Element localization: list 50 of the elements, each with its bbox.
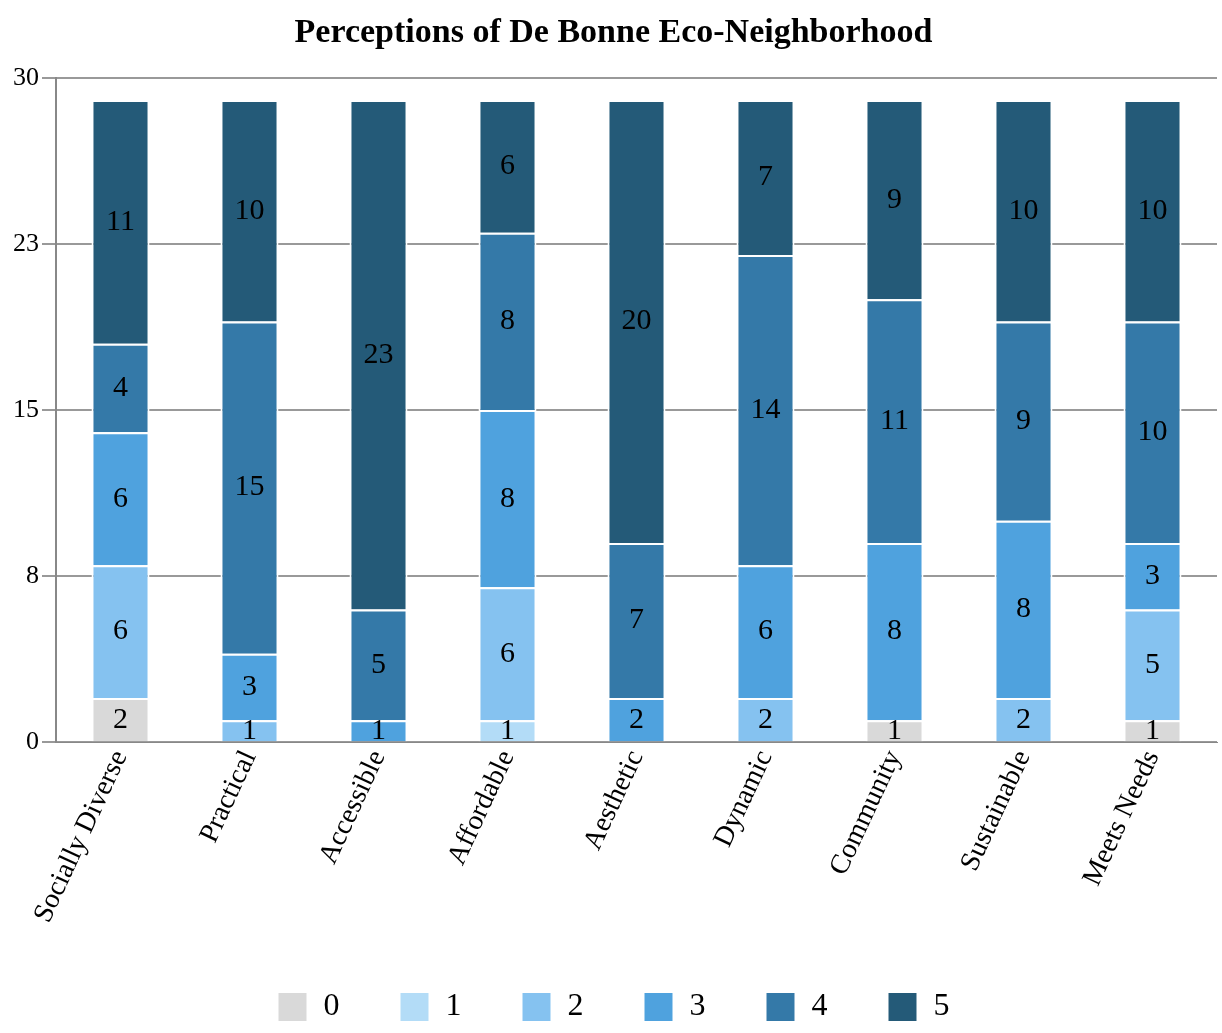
data-label: 8 xyxy=(887,612,902,646)
data-label: 11 xyxy=(106,202,135,236)
data-label: 6 xyxy=(500,147,515,181)
data-label: 9 xyxy=(1016,402,1031,436)
y-tick-label: 30 xyxy=(13,61,39,91)
legend-label: 5 xyxy=(933,986,950,1023)
data-label: 20 xyxy=(621,302,652,336)
data-label: 4 xyxy=(113,368,128,402)
y-tick-label: 15 xyxy=(13,393,39,423)
chart-title: Perceptions of De Bonne Eco-Neighborhood xyxy=(294,12,933,50)
data-label: 6 xyxy=(113,612,128,646)
data-label: 3 xyxy=(1145,557,1160,591)
data-label: 2 xyxy=(758,700,773,734)
data-label: 6 xyxy=(500,634,515,668)
data-label: 5 xyxy=(371,645,386,679)
legend-label: 3 xyxy=(689,986,706,1023)
data-label: 2 xyxy=(113,700,128,734)
legend-label: 1 xyxy=(445,986,462,1023)
legend-label: 4 xyxy=(811,986,828,1023)
data-label: 10 xyxy=(1008,191,1039,225)
y-tick-label: 23 xyxy=(13,227,39,257)
data-label: 7 xyxy=(629,601,644,635)
data-label: 6 xyxy=(758,612,773,646)
data-label: 23 xyxy=(363,335,394,369)
data-label: 8 xyxy=(500,302,515,336)
data-label: 1 xyxy=(500,711,515,745)
data-label: 2 xyxy=(629,700,644,734)
data-label: 1 xyxy=(242,711,257,745)
x-tick-label: Meets Needs xyxy=(1075,745,1165,890)
data-label: 6 xyxy=(113,479,128,513)
data-label: 1 xyxy=(371,711,386,745)
data-label: 8 xyxy=(500,479,515,513)
data-label: 10 xyxy=(1137,413,1168,447)
data-label: 1 xyxy=(1145,711,1160,745)
data-label: 11 xyxy=(880,402,909,436)
y-tick-label: 0 xyxy=(26,726,39,756)
data-label: 10 xyxy=(1137,191,1168,225)
data-label: 3 xyxy=(242,667,257,701)
y-tick-label: 8 xyxy=(26,560,39,590)
data-label: 2 xyxy=(1016,700,1031,734)
legend-label: 0 xyxy=(323,986,340,1023)
legend-label: 2 xyxy=(567,986,584,1023)
data-label: 1 xyxy=(887,711,902,745)
data-label: 10 xyxy=(234,191,265,225)
data-label: 8 xyxy=(1016,590,1031,624)
data-label: 15 xyxy=(234,468,265,502)
data-label: 7 xyxy=(758,158,773,192)
data-label: 5 xyxy=(1145,645,1160,679)
data-label: 9 xyxy=(887,180,902,214)
data-label: 14 xyxy=(750,390,781,424)
